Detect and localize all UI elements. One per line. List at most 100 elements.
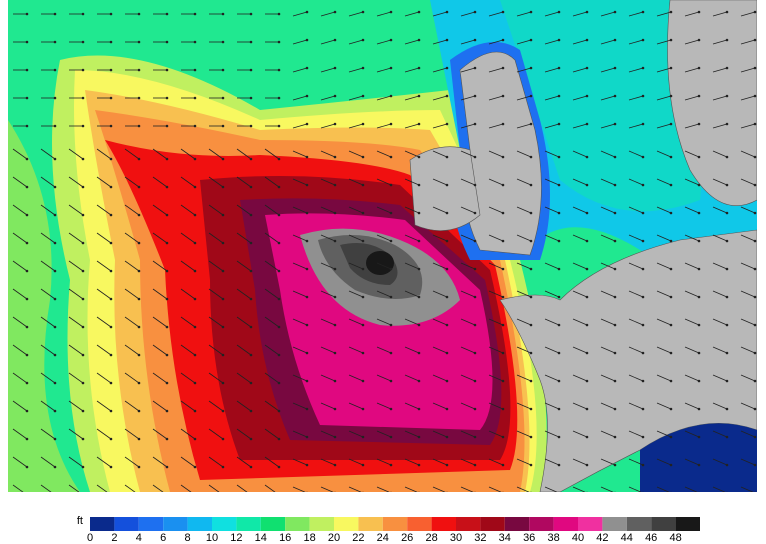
arrow-shaft — [152, 148, 168, 160]
arrow — [237, 68, 253, 72]
arrow-shaft — [348, 262, 364, 270]
arrow-shaft — [600, 67, 616, 73]
arrow-shaft — [516, 430, 532, 438]
arrow-head — [501, 38, 505, 42]
arrow-head — [25, 409, 29, 413]
arrow-head — [305, 463, 309, 467]
arrow-head — [221, 213, 225, 217]
arrow-shaft — [404, 374, 420, 382]
arrow-head — [641, 323, 645, 327]
arrow-shaft — [376, 150, 392, 158]
arrow — [544, 430, 561, 439]
arrow-head — [305, 211, 309, 215]
arrow — [208, 232, 225, 245]
arrow — [516, 374, 533, 383]
arrow — [488, 10, 505, 17]
arrow-head — [417, 38, 421, 42]
arrow-head — [445, 463, 449, 467]
arrow-shaft — [376, 178, 392, 186]
arrow-shaft — [236, 288, 252, 300]
arrow — [152, 260, 169, 273]
arrow — [600, 150, 617, 159]
arrow-head — [165, 96, 169, 100]
arrow-head — [641, 351, 645, 355]
arrow — [40, 288, 57, 301]
arrow — [544, 66, 561, 73]
arrow-shaft — [628, 95, 644, 101]
arrow-shaft — [628, 402, 644, 410]
arrow-shaft — [684, 290, 700, 298]
arrow — [153, 124, 169, 128]
arrow-shaft — [628, 458, 644, 466]
arrow — [740, 346, 757, 355]
arrow-shaft — [152, 344, 168, 356]
arrow — [180, 484, 192, 492]
arrow — [68, 260, 85, 273]
legend-swatch — [114, 517, 139, 531]
arrow — [348, 262, 365, 271]
arrow — [460, 374, 477, 383]
arrow-head — [25, 96, 29, 100]
arrow-shaft — [180, 372, 196, 384]
arrow-head — [614, 491, 616, 492]
arrow — [12, 484, 24, 492]
arrow-shaft — [712, 206, 728, 214]
arrow-shaft — [432, 95, 448, 101]
arrow — [460, 430, 477, 439]
arrow-head — [725, 211, 729, 215]
arrow — [69, 124, 85, 128]
arrow — [68, 400, 85, 413]
arrow-shaft — [376, 290, 392, 298]
legend-tick-label: 40 — [572, 532, 584, 544]
arrow-shaft — [740, 178, 756, 186]
arrow-shaft — [96, 148, 112, 160]
arrow-head — [53, 353, 57, 357]
arrow-head — [417, 435, 421, 439]
arrow — [180, 372, 197, 385]
arrow-shaft — [404, 123, 420, 129]
arrow-head — [529, 351, 533, 355]
arrow-head — [221, 381, 225, 385]
arrow — [516, 234, 533, 243]
arrow — [572, 10, 589, 17]
arrow-head — [305, 183, 309, 187]
arrow-shaft — [684, 67, 700, 73]
arrow-head — [137, 124, 141, 128]
legend-swatch — [260, 517, 286, 531]
arrow — [13, 124, 29, 128]
arrow — [292, 262, 309, 271]
arrow-head — [557, 211, 561, 215]
arrow — [712, 66, 729, 73]
arrow — [404, 430, 421, 439]
arrow-shaft — [656, 430, 672, 438]
arrow-shaft — [152, 428, 168, 440]
arrow — [572, 262, 589, 271]
arrow-shaft — [516, 234, 532, 242]
arrow-shaft — [68, 428, 84, 440]
arrow-shaft — [544, 39, 560, 45]
arrow-head — [725, 66, 729, 70]
arrow-head — [586, 491, 588, 492]
arrow — [740, 290, 757, 299]
arrow-head — [277, 437, 281, 441]
arrow — [740, 66, 757, 73]
arrow-shaft — [404, 430, 420, 438]
arrow-head — [417, 183, 421, 187]
legend-tick-label: 12 — [230, 532, 242, 544]
arrow-head — [725, 379, 729, 383]
arrow-head — [501, 267, 505, 271]
arrow-head — [697, 38, 701, 42]
arrow-shaft — [488, 486, 502, 492]
arrow — [656, 122, 673, 129]
arrow-head — [361, 122, 365, 126]
arrow-shaft — [320, 123, 336, 129]
arrow — [684, 38, 701, 45]
arrow-head — [361, 211, 365, 215]
legend-swatch — [285, 517, 310, 531]
arrow — [404, 486, 420, 492]
legend-tick-label: 32 — [474, 532, 486, 544]
arrow-shaft — [292, 178, 308, 186]
arrow — [712, 178, 729, 187]
arrow — [656, 458, 673, 467]
arrow — [97, 96, 113, 100]
